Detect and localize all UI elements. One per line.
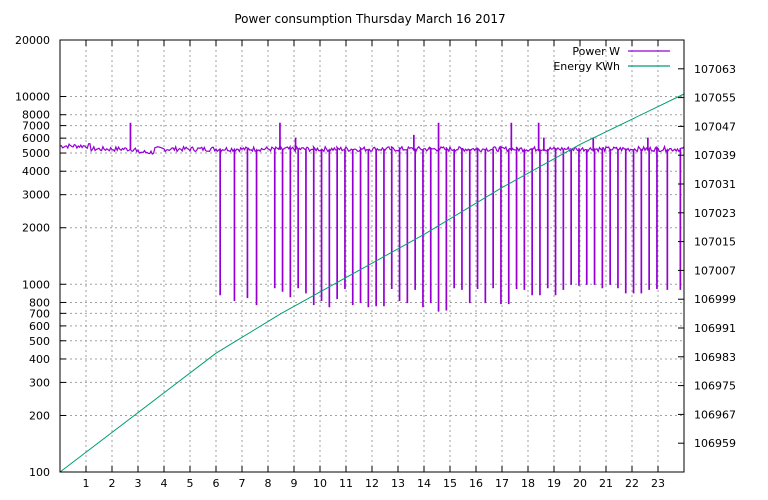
x-tick-label: 2 bbox=[109, 477, 116, 490]
y-right-tick-label: 107031 bbox=[694, 178, 736, 191]
legend: Power W Energy KWh bbox=[553, 45, 670, 73]
y-left-tick-label: 4000 bbox=[22, 165, 50, 178]
series-line-power bbox=[59, 122, 685, 312]
y-left-tick-label: 200 bbox=[29, 409, 50, 422]
x-tick-label: 13 bbox=[391, 477, 405, 490]
x-tick-label: 10 bbox=[313, 477, 327, 490]
x-tick-label: 22 bbox=[625, 477, 639, 490]
x-tick-label: 20 bbox=[573, 477, 587, 490]
y-right-tick-label: 106959 bbox=[694, 437, 736, 450]
x-tick-label: 5 bbox=[187, 477, 194, 490]
y-left-tick-label: 2000 bbox=[22, 222, 50, 235]
y-right-tick-label: 106991 bbox=[694, 322, 736, 335]
y-right-tick-label: 107039 bbox=[694, 149, 736, 162]
y-right-tick-label: 106999 bbox=[694, 293, 736, 306]
x-tick-label: 3 bbox=[135, 477, 142, 490]
y-left-tick-label: 100 bbox=[29, 466, 50, 479]
y-left-tick-label: 5000 bbox=[22, 147, 50, 160]
x-tick-label: 21 bbox=[599, 477, 613, 490]
x-tick-label: 19 bbox=[547, 477, 561, 490]
y-left-tick-label: 6000 bbox=[22, 132, 50, 145]
x-tick-label: 23 bbox=[651, 477, 665, 490]
y-right-tick-label: 106983 bbox=[694, 351, 736, 364]
y-left-tick-label: 400 bbox=[29, 353, 50, 366]
series-line-energy bbox=[59, 93, 685, 473]
chart-title: Power consumption Thursday March 16 2017 bbox=[234, 12, 505, 26]
y-left-tick-label: 600 bbox=[29, 320, 50, 333]
legend-label: Power W bbox=[572, 45, 620, 58]
y-left-tick-label: 7000 bbox=[22, 120, 50, 133]
x-tick-label: 1 bbox=[83, 477, 90, 490]
y-left-tick-label: 10000 bbox=[15, 91, 50, 104]
legend-label: Energy KWh bbox=[553, 60, 620, 73]
x-tick-label: 9 bbox=[291, 477, 298, 490]
y-left-tick-label: 20000 bbox=[15, 34, 50, 47]
y-left-tick-label: 3000 bbox=[22, 189, 50, 202]
y-left-tick-label: 8000 bbox=[22, 109, 50, 122]
x-tick-label: 14 bbox=[417, 477, 431, 490]
x-tick-label: 16 bbox=[469, 477, 483, 490]
series-layer bbox=[59, 93, 685, 473]
x-tick-label: 8 bbox=[265, 477, 272, 490]
y-right-tick-label: 107047 bbox=[694, 120, 736, 133]
grid bbox=[60, 39, 684, 473]
x-tick-label: 7 bbox=[239, 477, 246, 490]
x-tick-label: 11 bbox=[339, 477, 353, 490]
y-right-tick-label: 107015 bbox=[694, 236, 736, 249]
x-tick-label: 4 bbox=[161, 477, 168, 490]
y-right-tick-label: 107063 bbox=[694, 63, 736, 76]
x-tick-label: 18 bbox=[521, 477, 535, 490]
x-tick-label: 12 bbox=[365, 477, 379, 490]
y-right-tick-label: 107007 bbox=[694, 264, 736, 277]
x-tick-label: 15 bbox=[443, 477, 457, 490]
x-tick-label: 17 bbox=[495, 477, 509, 490]
y-left-tick-label: 1000 bbox=[22, 278, 50, 291]
axes: 1 2 3 4 5 6 7 8 9 10 11 12 13 14 15 16 17 18 19 20 21 22 23100… bbox=[15, 34, 736, 490]
y-right-tick-label: 106967 bbox=[694, 408, 736, 421]
y-left-tick-label: 300 bbox=[29, 376, 50, 389]
y-right-tick-label: 106975 bbox=[694, 380, 736, 393]
y-left-tick-label: 500 bbox=[29, 335, 50, 348]
x-tick-label: 6 bbox=[213, 477, 220, 490]
y-left-tick-label: 800 bbox=[29, 296, 50, 309]
y-right-tick-label: 107023 bbox=[694, 207, 736, 220]
y-right-tick-label: 107055 bbox=[694, 92, 736, 105]
y-left-tick-label: 700 bbox=[29, 307, 50, 320]
